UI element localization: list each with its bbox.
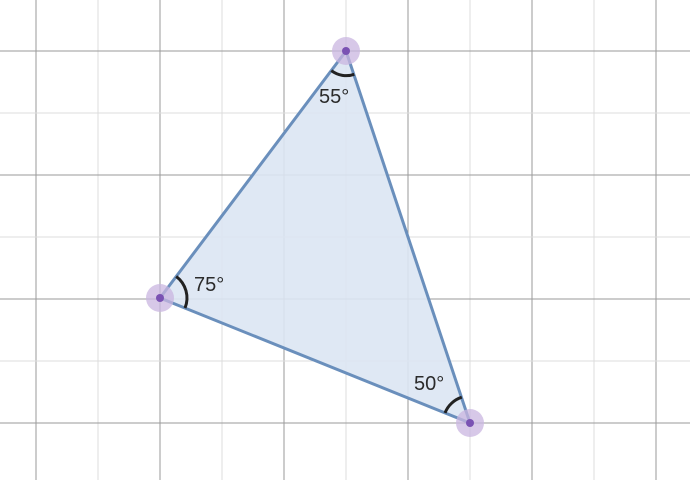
vertex-point-top[interactable] (342, 47, 350, 55)
angle-label-top: 55° (319, 86, 349, 108)
vertices[interactable] (146, 37, 484, 437)
vertex-point-bottom-right[interactable] (466, 419, 474, 427)
angle-label-bottom-right: 50° (414, 373, 444, 395)
angle-label-left: 75° (194, 274, 224, 296)
angle-arc-top (330, 69, 355, 78)
angle-arc-left (175, 275, 189, 309)
angle-arcs (175, 69, 463, 414)
angle-arc-bottom-right (443, 395, 463, 414)
vertex-point-left[interactable] (156, 294, 164, 302)
triangle-shape (158, 49, 472, 425)
